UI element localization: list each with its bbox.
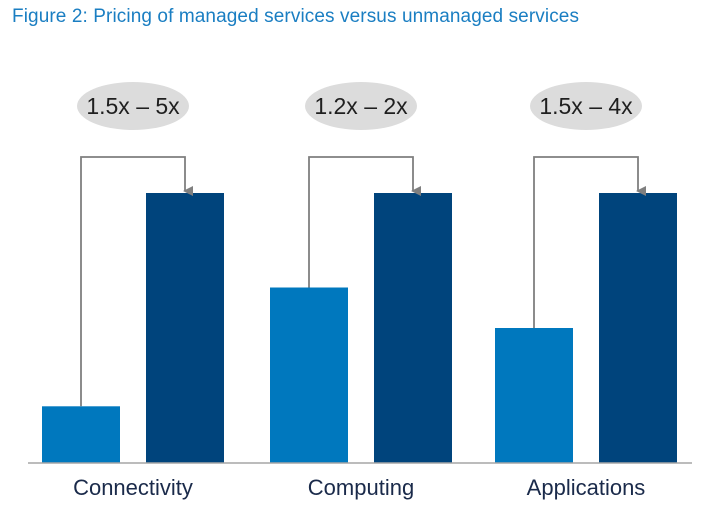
range-bubble-connectivity	[77, 82, 189, 130]
price-connector-applications	[533, 156, 646, 328]
category-label-applications: Applications	[527, 475, 646, 500]
range-label-computing: 1.2x – 2x	[314, 93, 408, 119]
range-bubble-applications	[530, 82, 642, 130]
range-label-connectivity: 1.5x – 5x	[86, 93, 180, 119]
bar-unmanaged-connectivity	[42, 406, 120, 463]
category-label-connectivity: Connectivity	[73, 475, 193, 500]
bar-managed-applications	[599, 193, 677, 463]
range-label-applications: 1.5x – 4x	[539, 93, 633, 119]
bar-managed-connectivity	[146, 193, 224, 463]
bar-unmanaged-applications	[495, 328, 573, 463]
chart-title: Figure 2: Pricing of managed services ve…	[12, 6, 580, 27]
price-connector-computing	[308, 156, 421, 288]
range-bubble-computing	[305, 82, 417, 130]
category-label-computing: Computing	[308, 475, 414, 500]
price-connector-connectivity	[80, 156, 193, 407]
bar-unmanaged-computing	[270, 287, 348, 463]
bar-managed-computing	[374, 193, 452, 463]
